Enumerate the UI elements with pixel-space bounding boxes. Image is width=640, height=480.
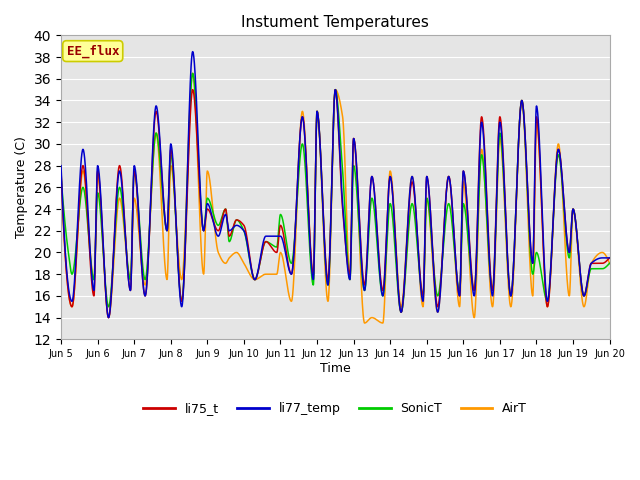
Legend: li75_t, li77_temp, SonicT, AirT: li75_t, li77_temp, SonicT, AirT	[138, 397, 532, 420]
X-axis label: Time: Time	[320, 362, 351, 375]
Text: EE_flux: EE_flux	[67, 45, 119, 58]
Y-axis label: Temperature (C): Temperature (C)	[15, 136, 28, 238]
Title: Instument Temperatures: Instument Temperatures	[241, 15, 429, 30]
